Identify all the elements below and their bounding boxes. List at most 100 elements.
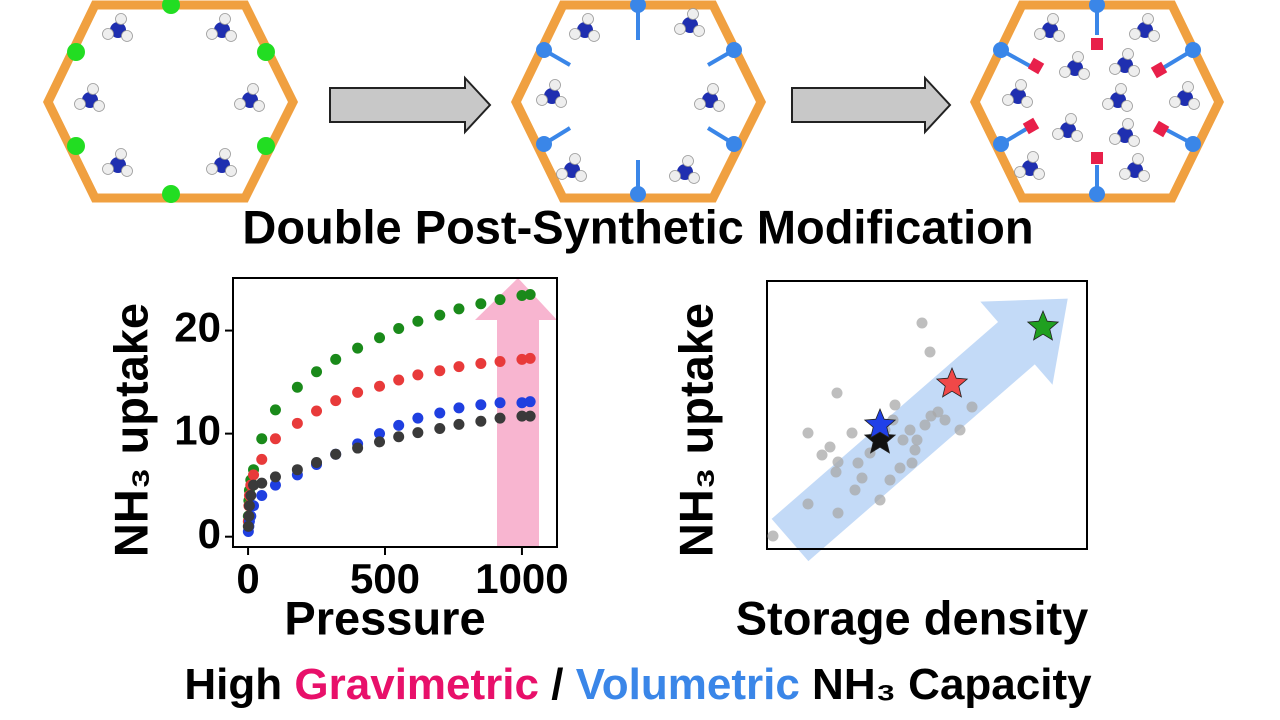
point [494, 412, 506, 424]
point [393, 374, 405, 386]
point [475, 415, 487, 427]
point [966, 401, 978, 413]
footer-text: High [184, 660, 282, 709]
plot-frame [232, 277, 558, 548]
point [911, 434, 923, 446]
point [831, 387, 843, 399]
point [243, 500, 255, 512]
point [248, 469, 260, 481]
framework-2 [510, 0, 767, 203]
point [352, 386, 364, 398]
scheme [42, 0, 1225, 203]
point [802, 498, 814, 510]
point [393, 419, 405, 431]
molecule [694, 83, 725, 112]
footer-volumetric: Volumetric [576, 660, 800, 709]
molecule [1169, 81, 1200, 110]
point [832, 456, 844, 468]
y-tick-label: 0 [198, 510, 221, 557]
molecule [1102, 83, 1133, 112]
point [453, 418, 465, 430]
point [311, 456, 323, 468]
footer: High Gravimetric / Volumetric NH₃ Capaci… [184, 660, 1092, 709]
point [919, 419, 931, 431]
star-point [935, 366, 969, 398]
point [916, 317, 928, 329]
point [894, 462, 906, 474]
molecule [1109, 48, 1140, 77]
footer-gravimetric: Gravimetric [294, 660, 539, 709]
modifiers [1022, 38, 1170, 164]
point [494, 397, 506, 409]
point [524, 288, 536, 300]
point [242, 520, 254, 532]
footer-text: NH₃ Capacity [812, 660, 1092, 709]
x-tick-label: 500 [350, 555, 420, 602]
molecule [674, 8, 705, 37]
point [330, 395, 342, 407]
point [269, 471, 281, 483]
point [852, 457, 864, 469]
hexagon [42, 0, 299, 203]
molecule [556, 153, 587, 182]
molecule [536, 79, 567, 108]
molecule [74, 83, 105, 112]
point [767, 530, 779, 542]
y-tick-label: 20 [174, 304, 221, 351]
point [524, 396, 536, 408]
x-axis-label: Storage density [736, 591, 1089, 644]
point [856, 472, 868, 484]
point [475, 298, 487, 310]
framework-1 [42, 0, 299, 203]
point [291, 417, 303, 429]
point [832, 507, 844, 519]
point [889, 399, 901, 411]
point [256, 453, 268, 465]
star-point [1026, 309, 1060, 341]
molecule [234, 83, 265, 112]
trend-arrow [771, 298, 1068, 562]
point [248, 479, 260, 491]
point [393, 323, 405, 335]
hexagon [969, 0, 1225, 203]
star-point [863, 422, 897, 454]
point [494, 294, 506, 306]
sites [993, 0, 1201, 202]
point [475, 399, 487, 411]
point [311, 405, 323, 417]
point [245, 489, 257, 501]
point [494, 355, 506, 367]
point [311, 366, 323, 378]
point [434, 309, 446, 321]
point [924, 346, 936, 358]
molecule [206, 13, 237, 42]
point [884, 474, 896, 486]
point [256, 477, 268, 489]
point [374, 380, 386, 392]
point [374, 428, 386, 440]
sites [536, 0, 742, 202]
molecule [1052, 113, 1083, 142]
y-axis-label: NH₃ uptake [104, 303, 157, 557]
molecule [102, 148, 133, 177]
molecule [206, 148, 237, 177]
point [453, 361, 465, 373]
point [906, 457, 918, 469]
molecule [1002, 79, 1033, 108]
point [330, 353, 342, 365]
sites [67, 0, 275, 203]
molecule [1034, 13, 1065, 42]
point [524, 352, 536, 364]
point [939, 414, 951, 426]
point [291, 464, 303, 476]
point [524, 410, 536, 422]
point [412, 427, 424, 439]
point [904, 424, 916, 436]
increase-arrow [475, 278, 557, 547]
x-axis-label: Pressure [284, 591, 485, 644]
point [954, 424, 966, 436]
footer-text: / [551, 660, 563, 709]
title: Double Post-Synthetic Modification [242, 200, 1033, 253]
molecule [1059, 51, 1090, 80]
point [475, 358, 487, 370]
